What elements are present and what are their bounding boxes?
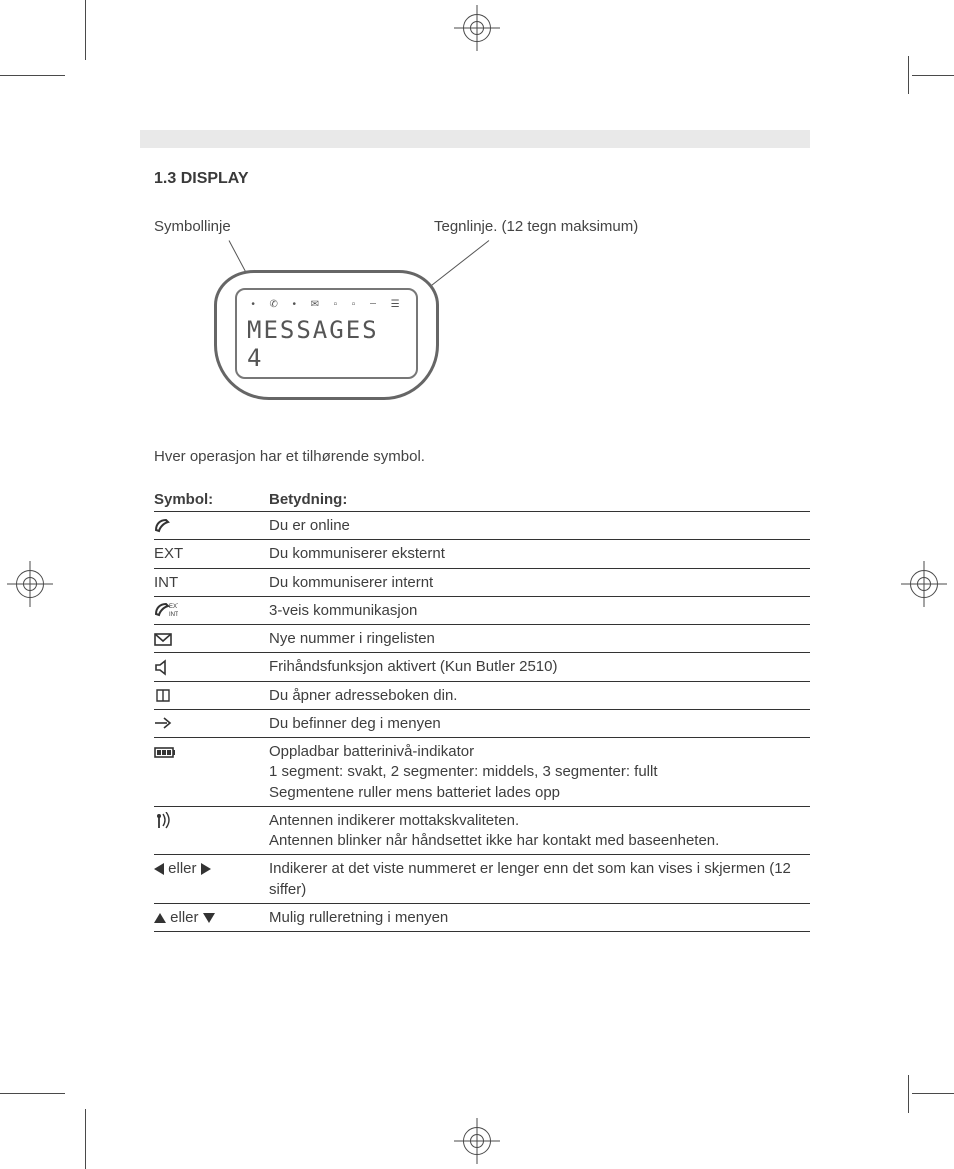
device-screen: •✆•✉▫▫┄☰ MESSAGES 4 (235, 288, 418, 379)
label-symbol-line: Symbollinje (154, 218, 231, 235)
label-char-line: Tegnlinje. (12 tegn maksimum) (434, 218, 638, 235)
symbol-cell: EXT (154, 540, 269, 568)
symbol-cell (154, 653, 269, 681)
device-outline: •✆•✉▫▫┄☰ MESSAGES 4 (214, 270, 439, 400)
triangle-down-icon (203, 913, 215, 923)
section-header-bar (140, 130, 810, 148)
handset-icon (154, 518, 178, 535)
meaning-cell: Indikerer at det viste nummeret er lenge… (269, 855, 810, 904)
table-row: 3-veis kommunikasjon (154, 596, 810, 624)
triangle-left-icon (154, 863, 164, 875)
meaning-cell: Du kommuniserer internt (269, 568, 810, 596)
table-row: EXTDu kommuniserer eksternt (154, 540, 810, 568)
speaker-icon (154, 659, 178, 676)
meaning-cell: Du kommuniserer eksternt (269, 540, 810, 568)
symbol-cell (154, 512, 269, 540)
table-row: Antennen indikerer mottakskvaliteten.Ant… (154, 806, 810, 855)
meaning-cell: Mulig rulleretning i menyen (269, 903, 810, 931)
meaning-cell: Du befinner deg i menyen (269, 709, 810, 737)
symbol-cell (154, 681, 269, 709)
table-row: Du er online (154, 512, 810, 540)
table-row: Du åpner adresseboken din. (154, 681, 810, 709)
table-row: INTDu kommuniserer internt (154, 568, 810, 596)
section-title: 1.3 DISPLAY (154, 170, 810, 188)
arrow-menu-icon (154, 715, 178, 732)
symbol-cell (154, 738, 269, 807)
triangle-right-icon (201, 863, 211, 875)
symbol-table-body: Du er onlineEXTDu kommuniserer eksterntI… (154, 512, 810, 932)
triangle-up-icon (154, 913, 166, 923)
meaning-cell: Antennen indikerer mottakskvaliteten.Ant… (269, 806, 810, 855)
screen-char-line: MESSAGES 4 (245, 318, 408, 369)
table-row: Frihåndsfunksjon aktivert (Kun Butler 25… (154, 653, 810, 681)
display-figure: Symbollinje Tegnlinje. (12 tegn maksimum… (154, 218, 810, 418)
screen-symbol-line: •✆•✉▫▫┄☰ (245, 296, 408, 312)
page-content: 1.3 DISPLAY Symbollinje Tegnlinje. (12 t… (140, 130, 810, 932)
between-text: eller (168, 860, 196, 877)
table-row: Oppladbar batterinivå-indikator1 segment… (154, 738, 810, 807)
envelope-icon (154, 631, 178, 648)
col-header-meaning: Betydning: (269, 487, 810, 512)
symbol-table: Symbol: Betydning: Du er onlineEXTDu kom… (154, 487, 810, 932)
symbol-cell (154, 709, 269, 737)
table-row: Du befinner deg i menyen (154, 709, 810, 737)
meaning-cell: Oppladbar batterinivå-indikator1 segment… (269, 738, 810, 807)
meaning-cell: Du er online (269, 512, 810, 540)
meaning-cell: Frihåndsfunksjon aktivert (Kun Butler 25… (269, 653, 810, 681)
table-row: eller Mulig rulleretning i menyen (154, 903, 810, 931)
table-row: eller Indikerer at det viste nummeret er… (154, 855, 810, 904)
table-row: Nye nummer i ringelisten (154, 625, 810, 653)
symbol-cell: eller (154, 855, 269, 904)
symbol-cell (154, 596, 269, 624)
col-header-symbol: Symbol: (154, 487, 269, 512)
symbol-cell: INT (154, 568, 269, 596)
battery-icon (154, 744, 178, 761)
meaning-cell: 3-veis kommunikasjon (269, 596, 810, 624)
between-text: eller (170, 909, 198, 926)
symbol-cell: eller (154, 903, 269, 931)
handset-extint-icon (154, 602, 178, 619)
symbol-cell (154, 625, 269, 653)
book-icon (154, 687, 178, 704)
meaning-cell: Du åpner adresseboken din. (269, 681, 810, 709)
meaning-cell: Nye nummer i ringelisten (269, 625, 810, 653)
symbol-cell (154, 806, 269, 855)
figure-caption: Hver operasjon har et tilhørende symbol. (154, 448, 810, 465)
antenna-icon (154, 812, 178, 829)
display-text: MESSAGES 4 (247, 316, 408, 372)
